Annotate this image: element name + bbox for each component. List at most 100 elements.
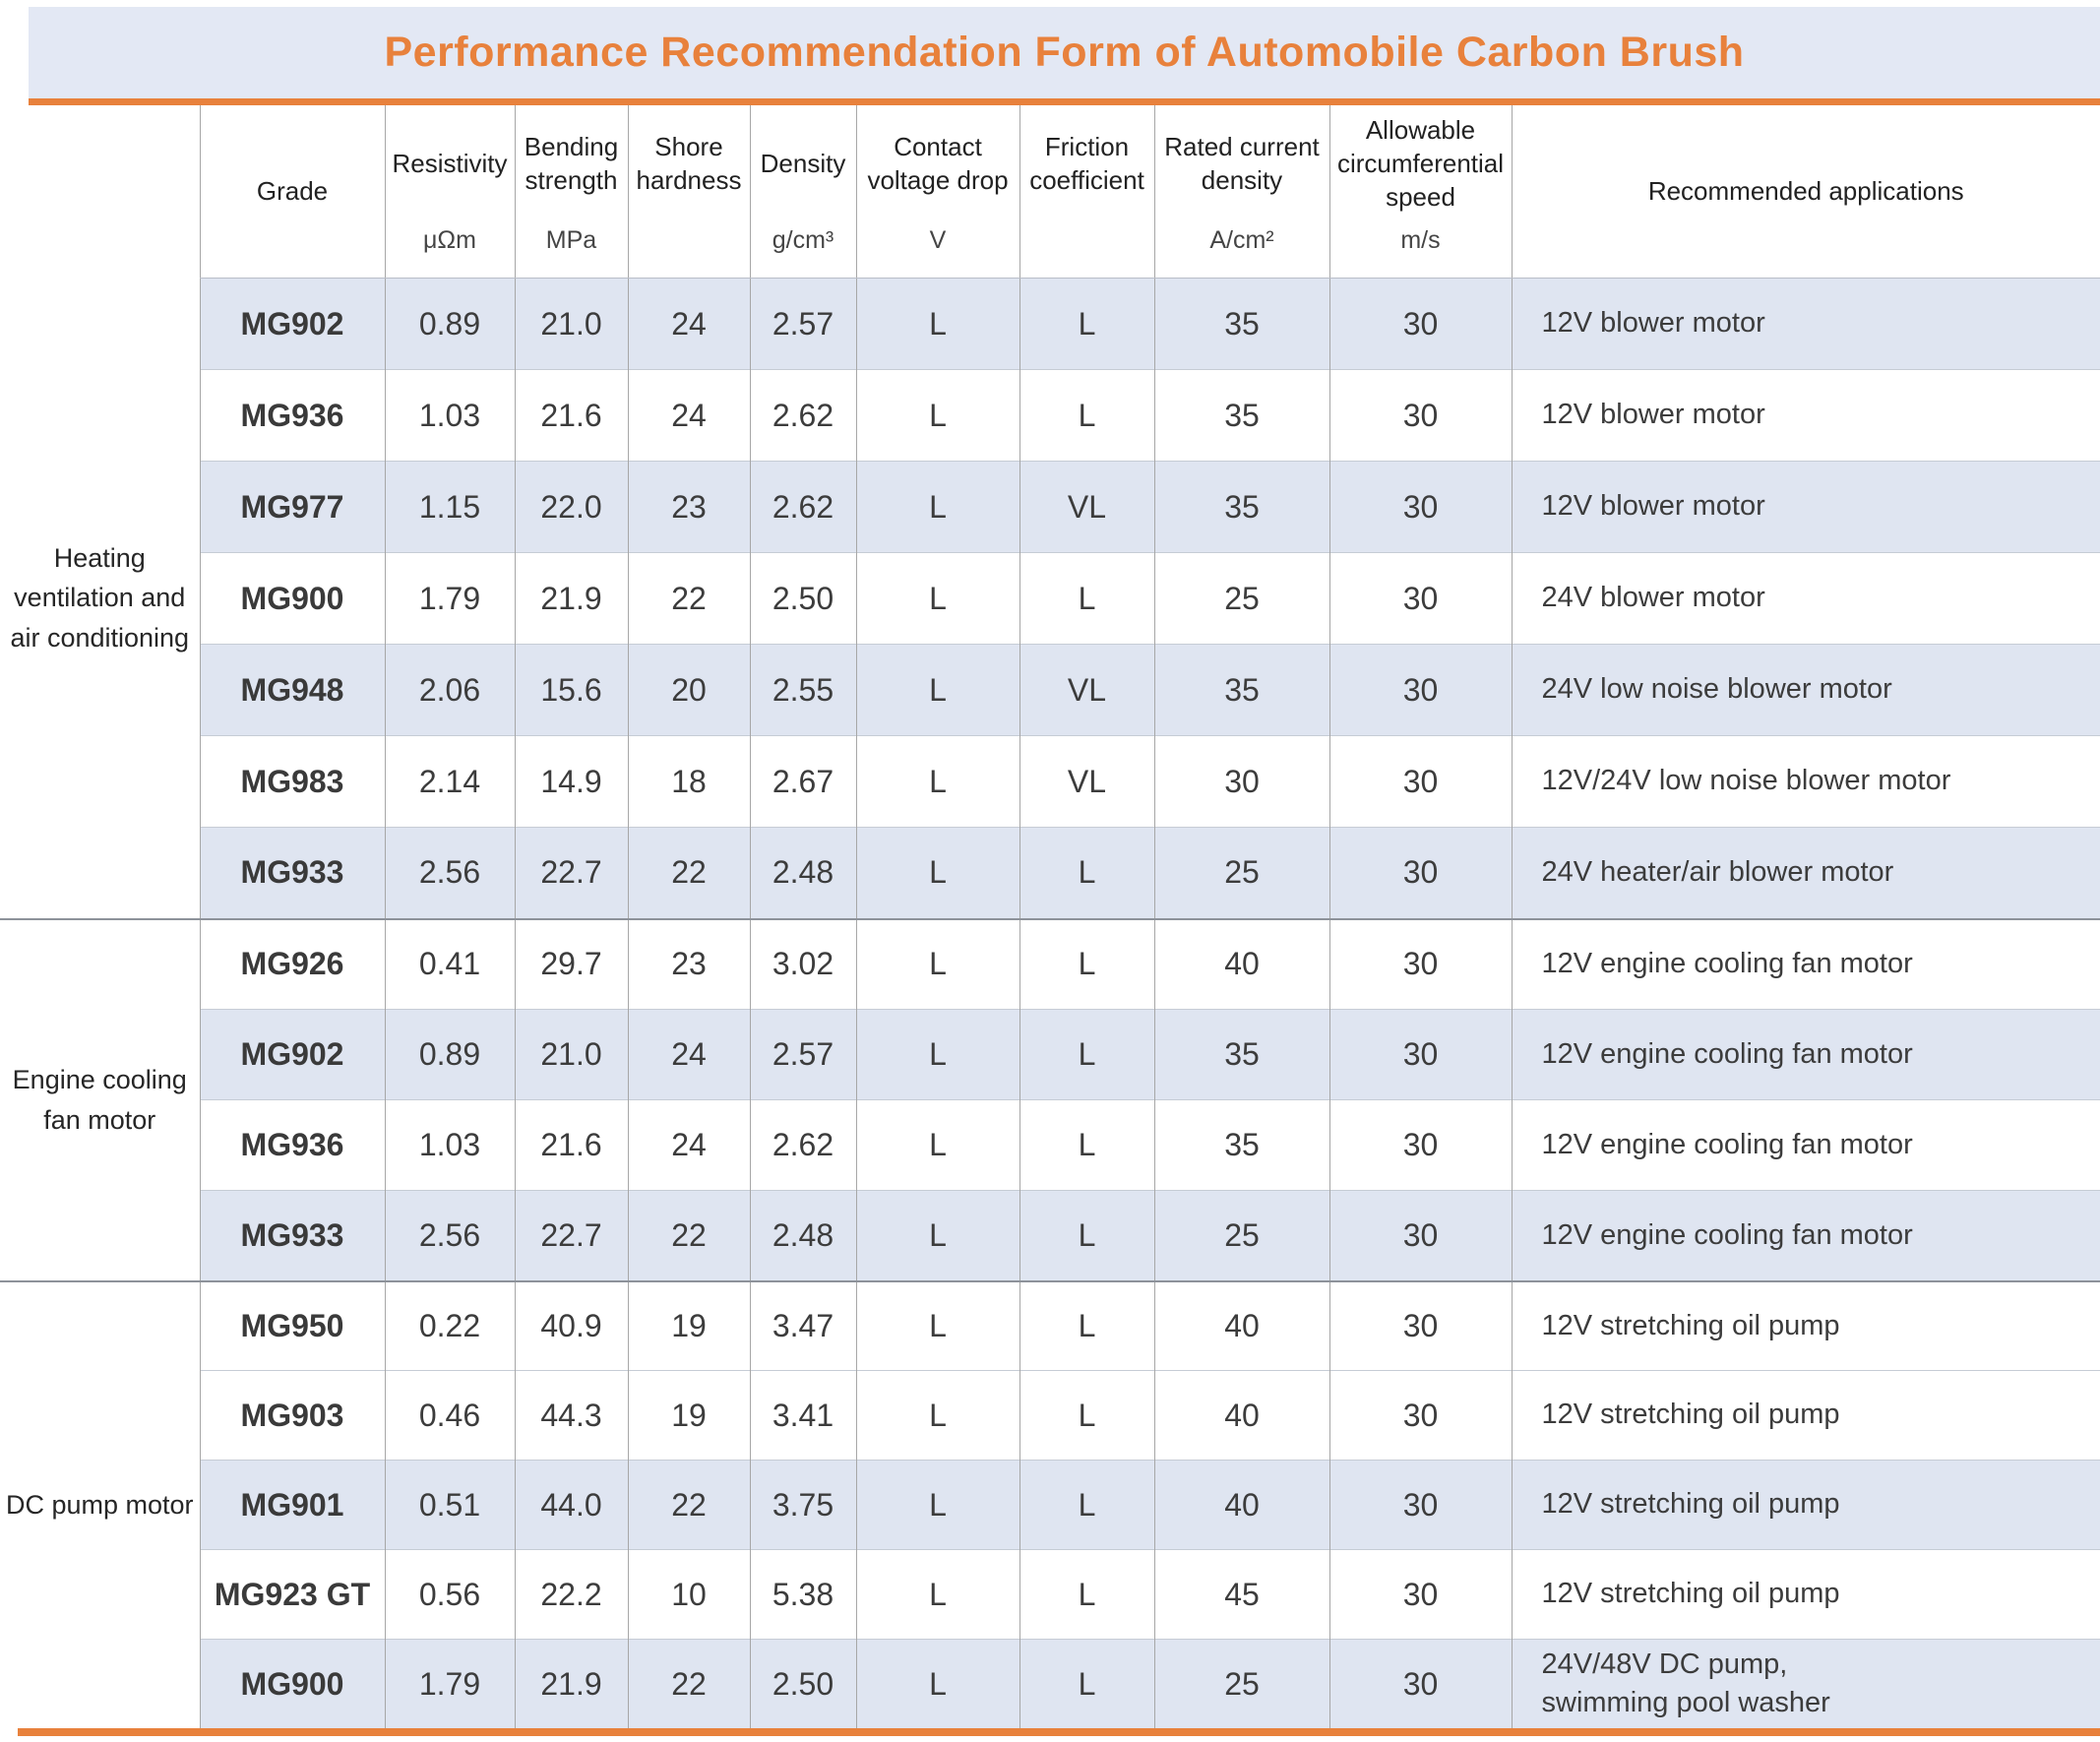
column-header-label: Contact voltage drop (867, 132, 1009, 195)
cell-recommended_applications: 12V stretching oil pump (1511, 1370, 2100, 1461)
column-header-wrap: Friction coefficient (1020, 105, 1154, 278)
cell-recommended_applications: 12V stretching oil pump (1511, 1549, 2100, 1640)
cell-shore_hardness: 24 (627, 1009, 750, 1100)
cell-shore_hardness: 24 (627, 278, 750, 370)
cell-bending_strength: 22.7 (514, 827, 628, 919)
cell-shore_hardness: 24 (627, 1099, 750, 1191)
cell-resistivity: 0.89 (384, 278, 515, 370)
cell-allowable_circumferential_speed: 30 (1328, 278, 1512, 370)
cell-allowable_circumferential_speed: 30 (1328, 1639, 1512, 1729)
cell-recommended_applications: 24V low noise blower motor (1511, 644, 2100, 736)
group-label: Heating ventilation and air conditioning (0, 278, 200, 919)
cell-density: 2.57 (749, 1009, 856, 1100)
table-row: MG903 0.46 44.3 19 3.41 L L 40 30 12V stretching … (0, 1370, 2100, 1461)
cell-bending_strength: 44.0 (514, 1460, 628, 1550)
column-header-wrap: Contact voltage drop V (857, 105, 1019, 278)
cell-rated_current_density: 40 (1153, 917, 1329, 1010)
cell-shore_hardness: 20 (627, 644, 750, 736)
cell-density: 3.47 (749, 1279, 856, 1371)
cell-allowable_circumferential_speed: 30 (1328, 1279, 1512, 1371)
cell-recommended_applications: 24V heater/air blower motor (1511, 827, 2100, 919)
cell-recommended_applications: 12V blower motor (1511, 461, 2100, 553)
column-header-unit (1020, 223, 1154, 278)
column-header-resistivity: Resistivity μΩm (384, 105, 515, 279)
column-header-label: Shore hardness (636, 132, 742, 195)
cell-allowable_circumferential_speed: 30 (1328, 1099, 1512, 1191)
cell-shore_hardness: 22 (627, 1460, 750, 1550)
cell-bending_strength: 22.7 (514, 1190, 628, 1281)
cell-shore_hardness: 19 (627, 1370, 750, 1461)
group-label: DC pump motor (0, 1279, 200, 1729)
column-header-wrap: Density g/cm³ (751, 105, 856, 278)
cell-resistivity: 1.79 (384, 552, 515, 645)
cell-allowable_circumferential_speed: 30 (1328, 552, 1512, 645)
cell-bending_strength: 21.6 (514, 369, 628, 462)
cell-grade: MG950 (199, 1279, 385, 1371)
cell-recommended_applications: 12V/24V low noise blower motor (1511, 735, 2100, 828)
cell-friction_coefficient: VL (1019, 735, 1154, 828)
cell-density: 2.50 (749, 552, 856, 645)
cell-rated_current_density: 25 (1153, 827, 1329, 919)
cell-resistivity: 0.89 (384, 1009, 515, 1100)
cell-density: 2.62 (749, 369, 856, 462)
table-body: Heating ventilation and air conditioning… (0, 278, 2100, 1729)
column-header-wrap: Grade (201, 105, 385, 278)
cell-allowable_circumferential_speed: 30 (1328, 735, 1512, 828)
header-corner-cell (0, 105, 200, 279)
column-header-unit: g/cm³ (772, 226, 834, 254)
title-bar: Performance Recommendation Form of Autom… (29, 7, 2100, 98)
cell-density: 3.75 (749, 1460, 856, 1550)
cell-recommended_applications: 12V blower motor (1511, 369, 2100, 462)
column-header-label: Bending strength (524, 132, 619, 195)
table-row: MG948 2.06 15.6 20 2.55 L VL 35 30 24V low noise … (0, 644, 2100, 736)
column-header-contact_voltage_drop: Contact voltage drop V (855, 105, 1019, 279)
cell-friction_coefficient: L (1019, 1460, 1154, 1550)
cell-bending_strength: 21.9 (514, 552, 628, 645)
cell-shore_hardness: 18 (627, 735, 750, 828)
cell-contact_voltage_drop: L (855, 1190, 1019, 1281)
cell-density: 2.48 (749, 827, 856, 919)
column-header-wrap: Recommended applications (1513, 105, 2100, 278)
cell-resistivity: 0.41 (384, 917, 515, 1010)
cell-contact_voltage_drop: L (855, 461, 1019, 553)
cell-friction_coefficient: L (1019, 1190, 1154, 1281)
table-row: MG902 0.89 21.0 24 2.57 L L 35 30 12V engine cool… (0, 1009, 2100, 1100)
cell-friction_coefficient: L (1019, 1639, 1154, 1729)
cell-grade: MG900 (199, 1639, 385, 1729)
cell-grade: MG933 (199, 1190, 385, 1281)
cell-friction_coefficient: L (1019, 1370, 1154, 1461)
cell-rated_current_density: 35 (1153, 278, 1329, 370)
cell-friction_coefficient: L (1019, 1099, 1154, 1191)
cell-rated_current_density: 35 (1153, 644, 1329, 736)
cell-density: 2.67 (749, 735, 856, 828)
cell-allowable_circumferential_speed: 30 (1328, 827, 1512, 919)
cell-grade: MG923 GT (199, 1549, 385, 1640)
cell-resistivity: 1.03 (384, 1099, 515, 1191)
cell-density: 2.50 (749, 1639, 856, 1729)
cell-friction_coefficient: L (1019, 278, 1154, 370)
cell-contact_voltage_drop: L (855, 1370, 1019, 1461)
column-header-unit (629, 223, 750, 278)
column-header-wrap: Bending strength MPa (516, 105, 628, 278)
cell-rated_current_density: 35 (1153, 461, 1329, 553)
cell-rated_current_density: 35 (1153, 369, 1329, 462)
table-row: MG983 2.14 14.9 18 2.67 L VL 30 30 12V/24V low no… (0, 735, 2100, 828)
column-header-label: Grade (256, 175, 329, 206)
cell-grade: MG948 (199, 644, 385, 736)
column-header-recommended_applications: Recommended applications (1511, 105, 2100, 279)
cell-rated_current_density: 30 (1153, 735, 1329, 828)
column-header-label: Resistivity (392, 149, 508, 179)
cell-friction_coefficient: VL (1019, 461, 1154, 553)
cell-grade: MG983 (199, 735, 385, 828)
cell-bending_strength: 21.6 (514, 1099, 628, 1191)
cell-contact_voltage_drop: L (855, 1099, 1019, 1191)
cell-grade: MG936 (199, 369, 385, 462)
column-header-unit: V (929, 226, 947, 254)
cell-allowable_circumferential_speed: 30 (1328, 461, 1512, 553)
column-header-unit: m/s (1400, 226, 1441, 254)
column-header-wrap: Resistivity μΩm (386, 105, 515, 278)
table-row: MG936 1.03 21.6 24 2.62 L L 35 30 12V blower moto… (0, 369, 2100, 462)
table-row: MG900 1.79 21.9 22 2.50 L L 25 30 24V/48V DC pump… (0, 1639, 2100, 1729)
column-header-wrap: Shore hardness (629, 105, 750, 278)
cell-allowable_circumferential_speed: 30 (1328, 917, 1512, 1010)
